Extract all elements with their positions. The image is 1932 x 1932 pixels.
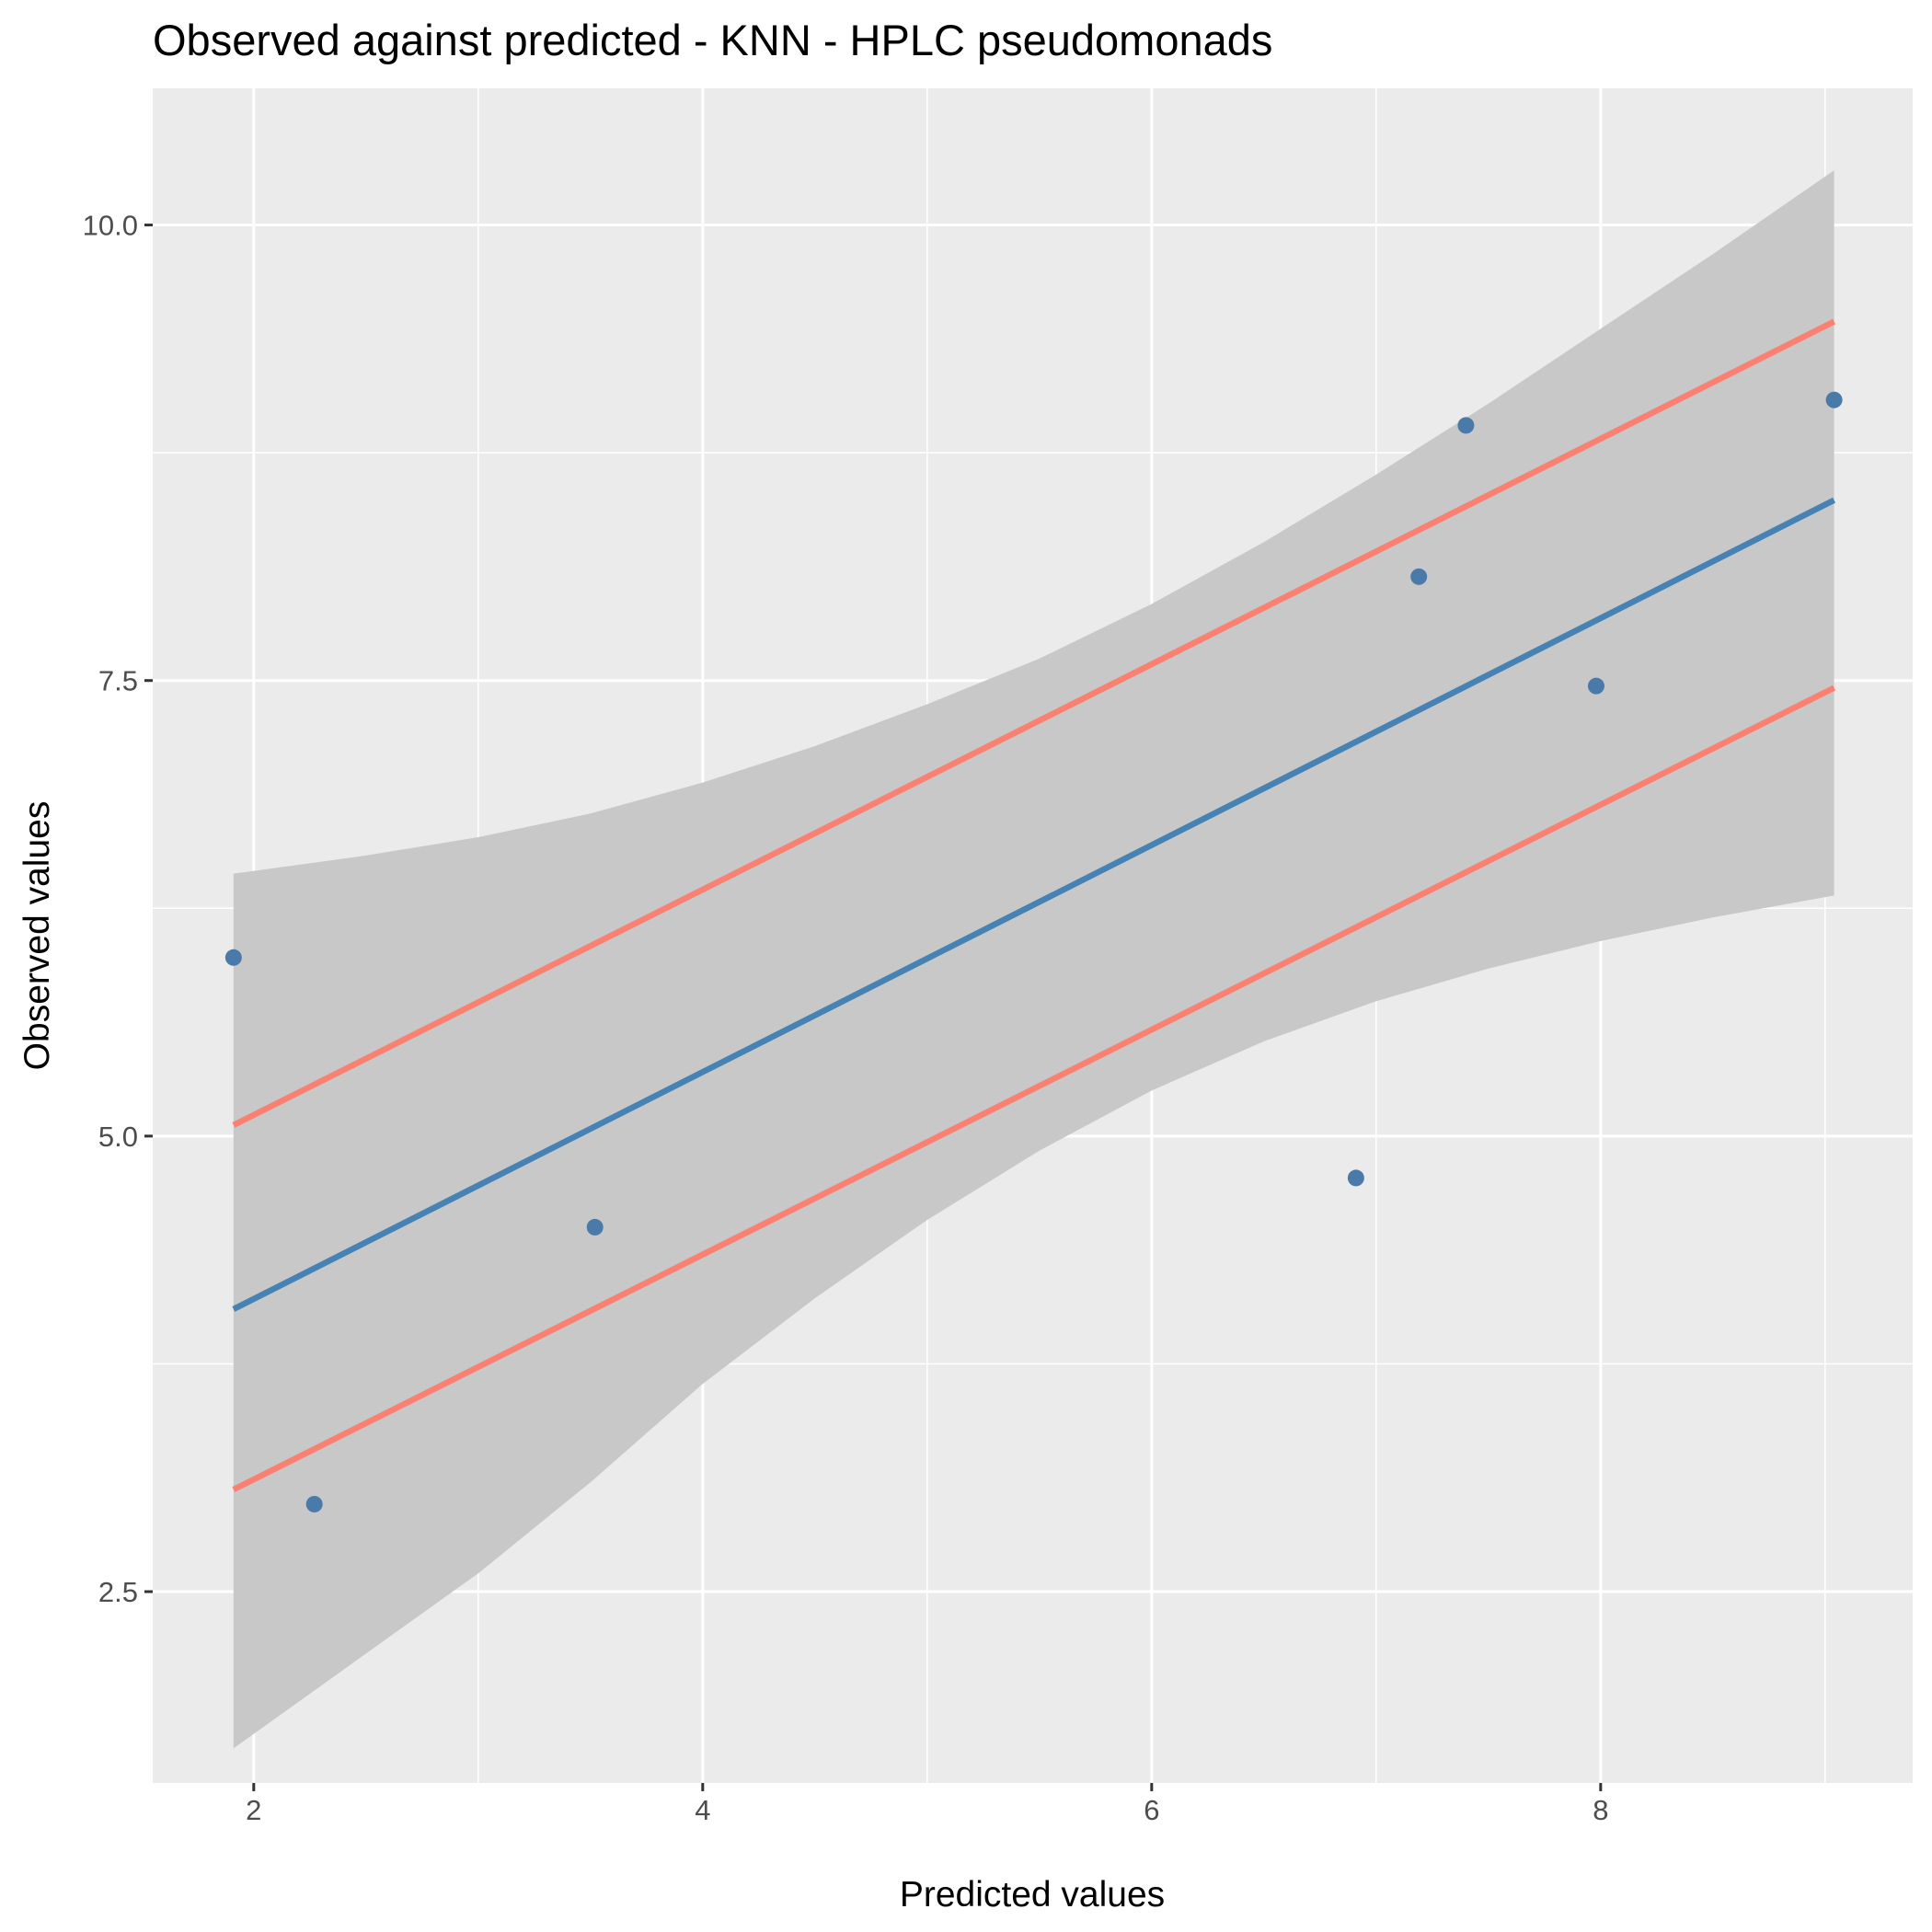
data-point	[586, 1218, 604, 1236]
data-point	[1825, 391, 1843, 408]
chart-title: Observed against predicted - KNN - HPLC …	[153, 16, 1272, 64]
x-axis: 2 4 6 8	[246, 1783, 1608, 1826]
data-point	[1587, 677, 1604, 695]
x-tick-label: 4	[695, 1794, 710, 1826]
data-points	[224, 391, 1843, 1512]
y-tick-label: 7.5	[98, 665, 138, 697]
data-point	[305, 1495, 323, 1512]
confidence-band	[233, 170, 1834, 1749]
x-tick-label: 2	[246, 1794, 261, 1826]
y-tick-label: 10.0	[83, 210, 138, 242]
data-point	[1347, 1169, 1364, 1187]
x-tick-label: 8	[1593, 1794, 1608, 1826]
data-point	[1410, 568, 1428, 585]
x-axis-title: Predicted values	[900, 1875, 1165, 1915]
y-axis-title: Observed values	[17, 801, 57, 1071]
regression-line	[232, 497, 1836, 1312]
lower-prediction-line	[232, 684, 1836, 1493]
y-tick-label: 5.0	[98, 1121, 138, 1153]
data-point	[1457, 417, 1475, 434]
upper-prediction-line	[232, 318, 1836, 1128]
y-axis: 2.5 5.0 7.5 10.0	[83, 210, 153, 1608]
y-tick-label: 2.5	[98, 1576, 138, 1608]
data-point	[224, 949, 242, 966]
x-tick-label: 6	[1144, 1794, 1159, 1826]
